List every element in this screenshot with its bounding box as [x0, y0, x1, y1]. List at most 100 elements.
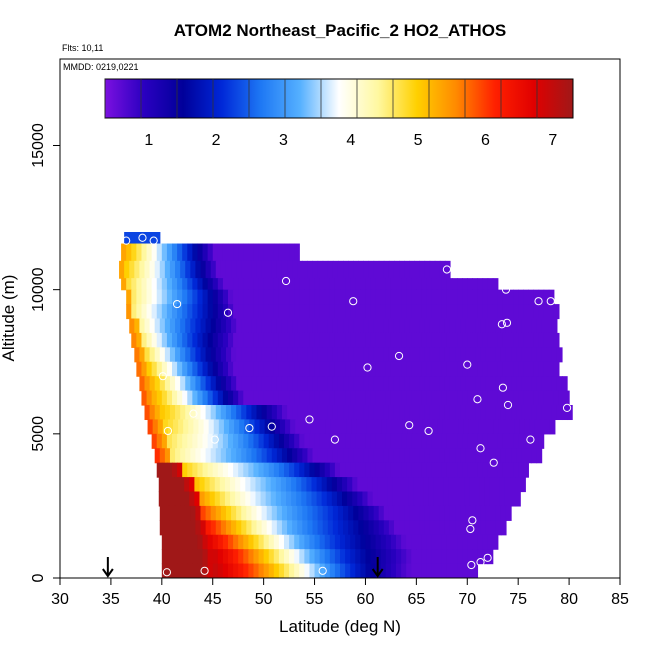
heatmap-cell: [329, 534, 336, 550]
heatmap-cell: [509, 419, 515, 435]
heatmap-cell: [516, 347, 522, 363]
heatmap-cell: [444, 520, 451, 536]
heatmap-cell: [455, 376, 461, 392]
heatmap-cell: [365, 304, 372, 320]
heatmap-cell: [156, 289, 163, 305]
heatmap-cell: [492, 304, 499, 320]
heatmap-cell: [258, 361, 265, 377]
heatmap-cell: [482, 433, 489, 449]
heatmap-cell: [197, 433, 204, 449]
heatmap-cell: [175, 520, 181, 536]
heatmap-cell: [228, 304, 234, 320]
heatmap-cell: [131, 332, 137, 348]
heatmap-cell: [233, 361, 239, 377]
heatmap-cell: [253, 361, 260, 377]
heatmap-cell: [411, 433, 417, 449]
heatmap-cell: [360, 289, 367, 305]
heatmap-cell: [197, 361, 204, 377]
heatmap-cell: [526, 318, 533, 334]
heatmap-cell: [316, 477, 323, 493]
heatmap-cell: [457, 278, 463, 291]
heatmap-cell: [380, 390, 387, 406]
heatmap-cell: [404, 318, 410, 334]
x-tick-label: 60: [357, 591, 375, 608]
heatmap-cell: [200, 260, 207, 279]
heatmap-cell: [350, 534, 356, 550]
heatmap-cell: [429, 405, 436, 421]
heatmap-cell: [202, 289, 209, 305]
heatmap-cell: [502, 361, 509, 377]
heatmap-cell: [340, 289, 346, 305]
heatmap-cell: [228, 278, 234, 291]
heatmap-cell: [523, 289, 529, 305]
heatmap-cell: [343, 347, 349, 363]
heatmap-cell: [434, 505, 441, 521]
heatmap-cell: [332, 405, 339, 421]
heatmap-cell: [348, 347, 354, 363]
heatmap-cell: [253, 304, 260, 320]
heatmap-cell: [383, 347, 390, 363]
heatmap-cell: [427, 419, 434, 435]
heatmap-cell: [268, 304, 275, 320]
heatmap-cell: [281, 448, 288, 464]
heatmap-cell: [294, 549, 300, 565]
heatmap-cell: [375, 361, 382, 377]
heatmap-cell: [182, 462, 188, 478]
heatmap-cell: [207, 278, 214, 291]
heatmap-cell: [319, 361, 326, 377]
heatmap-cell: [452, 304, 458, 320]
heatmap-cell: [353, 260, 359, 279]
heatmap-cell: [169, 347, 176, 363]
heatmap-cell: [241, 347, 247, 363]
heatmap-cell: [462, 534, 468, 550]
heatmap-cell: [161, 462, 168, 478]
heatmap-cell: [289, 433, 295, 449]
sample-point: [405, 421, 414, 430]
heatmap-cell: [187, 332, 193, 348]
heatmap-cell: [500, 520, 507, 536]
heatmap-cell: [195, 448, 202, 464]
heatmap-cell: [480, 448, 487, 464]
heatmap-cell: [284, 534, 290, 550]
heatmap-cell: [261, 405, 268, 421]
heatmap-cell: [453, 419, 459, 435]
heatmap-cell: [190, 347, 197, 363]
heatmap-cell: [159, 448, 166, 464]
heatmap-cell: [263, 563, 270, 578]
heatmap-cell: [558, 390, 565, 406]
heatmap-cell: [322, 347, 329, 363]
heatmap-cell: [497, 304, 504, 320]
heatmap-cell: [429, 260, 436, 279]
heatmap-cell: [291, 491, 297, 507]
heatmap-cell: [334, 462, 341, 478]
heatmap-cell: [373, 318, 380, 334]
heatmap-cell: [393, 520, 400, 536]
heatmap-cell: [189, 491, 195, 507]
heatmap-cell: [287, 376, 293, 392]
heatmap-cell: [286, 491, 292, 507]
heatmap-cell: [297, 260, 303, 279]
heatmap-cell: [351, 419, 357, 435]
heatmap-cell: [297, 448, 303, 464]
heatmap-cell: [431, 332, 438, 348]
heatmap-cell: [302, 260, 309, 279]
heatmap-cell: [551, 318, 558, 334]
heatmap-cell: [452, 361, 458, 377]
heatmap-cell: [526, 376, 533, 392]
heatmap-cell: [121, 278, 127, 291]
heatmap-cell: [487, 390, 494, 406]
heatmap-cell: [490, 376, 497, 392]
heatmap-cell: [309, 289, 316, 305]
heatmap-cell: [475, 318, 482, 334]
heatmap-cell: [393, 505, 400, 521]
heatmap-cell: [194, 491, 201, 507]
heatmap-cell: [446, 390, 453, 406]
heatmap-cell: [236, 505, 242, 521]
heatmap-cell: [511, 405, 517, 421]
heatmap-cell: [472, 534, 479, 550]
heatmap-cell: [258, 243, 265, 262]
heatmap-cell: [518, 433, 524, 449]
y-axis-label: Altitude (m): [0, 275, 18, 362]
heatmap-cell: [401, 534, 407, 550]
heatmap-cell: [340, 332, 346, 348]
